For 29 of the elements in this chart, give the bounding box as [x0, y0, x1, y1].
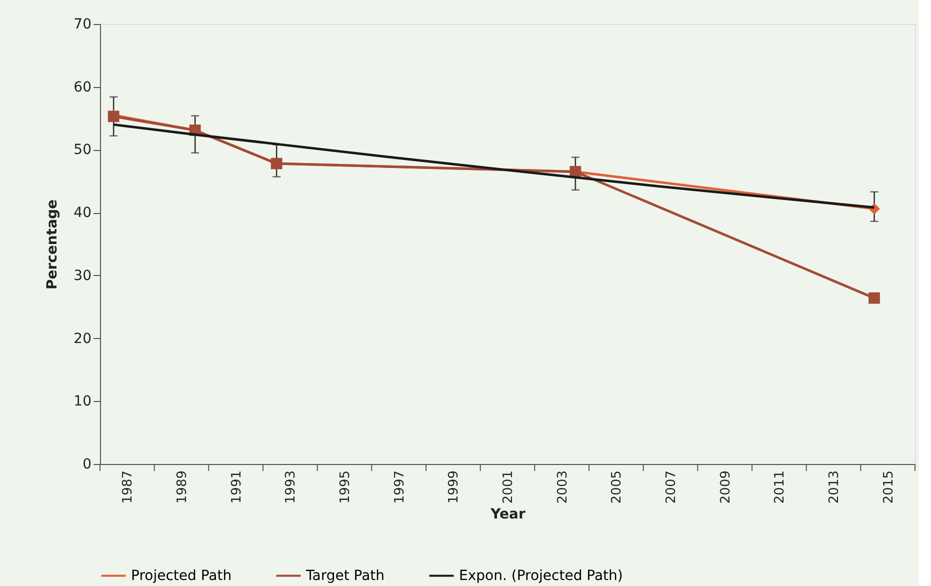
y-axis-title: Percentage: [44, 199, 61, 290]
y-tick-label: 60: [74, 79, 92, 96]
legend-label: Expon. (Projected Path): [459, 568, 623, 584]
x-tick-label: 2005: [610, 470, 625, 504]
x-tick-label: 1991: [229, 470, 244, 504]
x-tick-label: 1987: [120, 470, 136, 504]
y-tick-label: 30: [74, 268, 92, 284]
y-tick-label: 10: [74, 394, 92, 410]
legend-label: Target Path: [305, 568, 385, 584]
y-tick-label: 50: [74, 142, 92, 158]
x-tick-label: 2015: [881, 470, 896, 504]
x-tick-label: 1999: [446, 470, 462, 504]
x-tick-label: 2013: [827, 470, 842, 504]
x-tick-label: 2007: [664, 470, 679, 504]
x-tick-label: 2009: [718, 470, 734, 504]
legend-label: Projected Path: [131, 568, 232, 584]
y-tick-label: 20: [74, 330, 92, 347]
y-tick-label: 0: [82, 456, 92, 472]
x-tick-label: 1997: [392, 470, 408, 504]
x-tick-label: 1995: [338, 470, 353, 504]
y-tick-label: 70: [74, 16, 92, 32]
x-tick-label: 2011: [772, 470, 788, 504]
x-tick-label: 1989: [175, 470, 190, 504]
x-axis-title: Year: [490, 506, 526, 523]
point: [868, 292, 880, 304]
x-tick-label: 1993: [284, 470, 299, 504]
y-tick-label: 40: [74, 205, 92, 222]
x-tick-label: 2003: [555, 470, 570, 504]
x-tick-label: 2001: [501, 470, 516, 504]
